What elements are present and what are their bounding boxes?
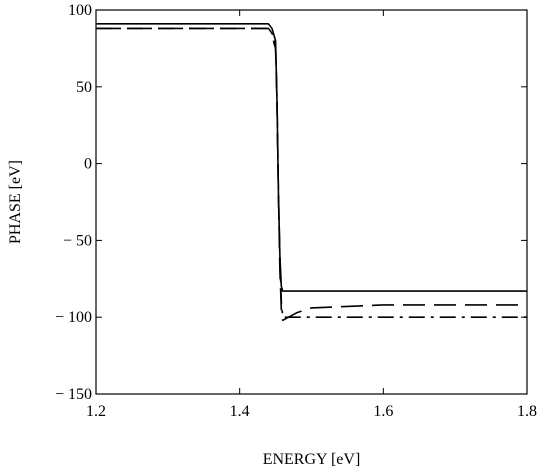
y-axis-label: PHASE [eV] bbox=[7, 160, 24, 244]
x-tick-label: 1.8 bbox=[517, 403, 537, 420]
x-axis-label: ENERGY [eV] bbox=[263, 451, 361, 468]
y-tick-label: 50 bbox=[76, 79, 92, 96]
y-tick-label: − 50 bbox=[63, 232, 92, 249]
y-tick-label: 0 bbox=[84, 156, 92, 173]
x-tick-label: 1.6 bbox=[373, 403, 393, 420]
x-tick-label: 1.2 bbox=[86, 403, 106, 420]
series-line-solid bbox=[96, 23, 527, 292]
series-line-dashdot bbox=[96, 27, 527, 319]
tick-layer: 1.2 1.4 1.6 1.8 100 50 0 − 50 − 100 − 150 bbox=[55, 2, 537, 420]
y-tick-label: − 100 bbox=[55, 309, 92, 326]
y-tick-label: 100 bbox=[68, 2, 92, 19]
series-line-dashed bbox=[96, 27, 527, 322]
y-tick-label: − 150 bbox=[55, 386, 92, 403]
series-layer bbox=[96, 23, 527, 322]
x-tick-label: 1.4 bbox=[230, 403, 250, 420]
plot-frame bbox=[95, 9, 528, 395]
